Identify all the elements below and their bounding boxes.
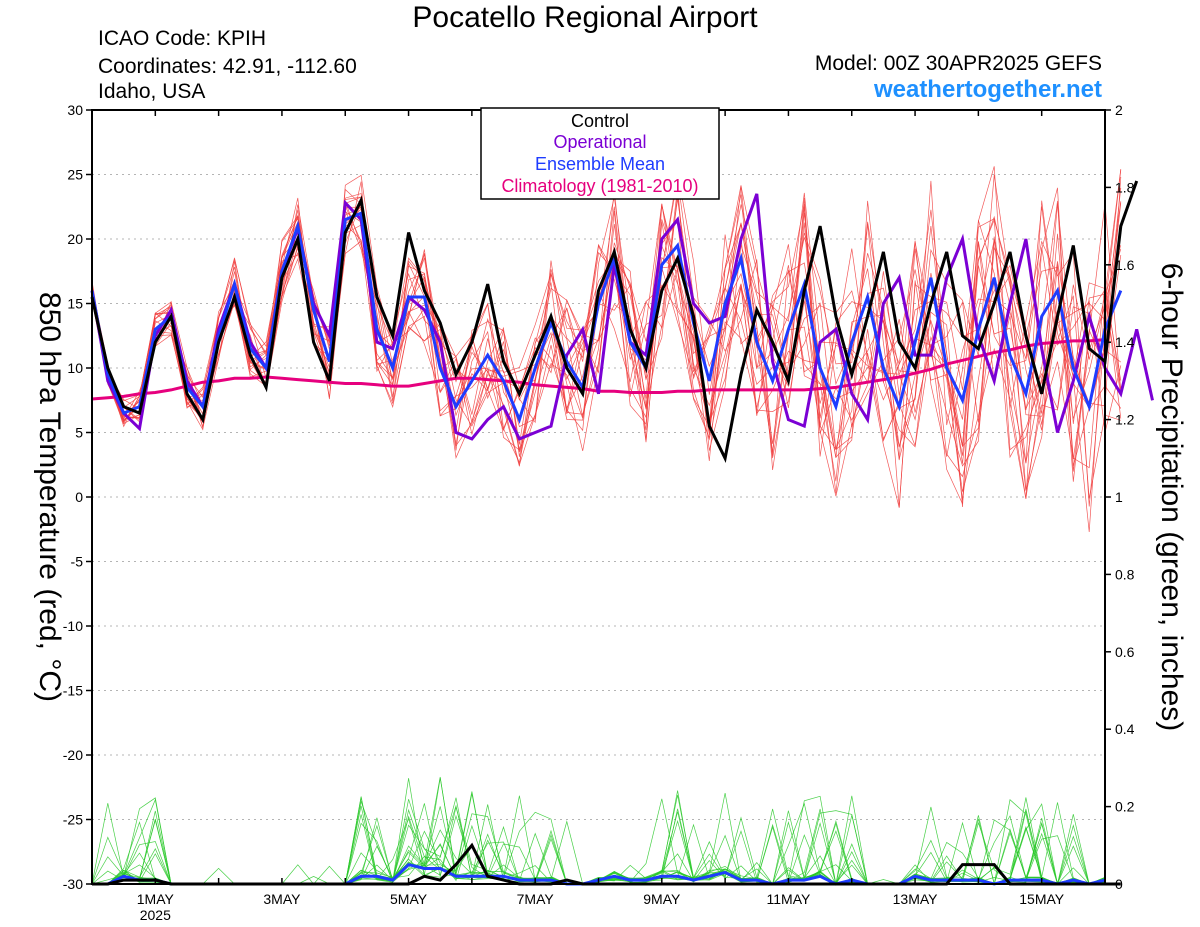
precip-member-line — [91, 795, 1106, 886]
left-tick-label: 20 — [67, 231, 83, 247]
temp-member-lines — [91, 166, 1122, 533]
precip-member-line — [92, 797, 1106, 885]
y-left-label: 850 hPa Temperature (red, °C) — [33, 292, 66, 702]
x-tick-label: 3MAY — [263, 891, 301, 907]
x-tick-label: 15MAY — [1019, 891, 1065, 907]
right-axis: 2 1.8 1.6 1.4 1.2 1 0.8 0.6 0.4 0.2 0 — [1105, 102, 1135, 892]
precip-member-line — [91, 795, 1106, 886]
grid-lines — [92, 174, 1105, 820]
right-tick-label: 0.8 — [1115, 566, 1135, 582]
precip-member-line — [92, 777, 1106, 885]
precip-member-line — [92, 776, 1106, 885]
ensemble-mean-line — [90, 211, 1123, 425]
precip-member-line — [92, 790, 1106, 885]
left-tick-label: -10 — [63, 618, 83, 634]
chart-title: Pocatello Regional Airport — [412, 1, 758, 34]
legend-ensemble-mean: Ensemble Mean — [535, 154, 665, 174]
x-tick-label: 5MAY — [390, 891, 428, 907]
right-tick-label: 0 — [1115, 876, 1123, 892]
legend-control: Control — [571, 111, 629, 131]
temp-member-line — [91, 180, 1122, 491]
precip-member-line — [91, 791, 1106, 885]
left-axis: 30 25 20 15 10 5 0 -5 -10 -15 -20 -25 -30 — [63, 102, 92, 892]
right-tick-label: 0.6 — [1115, 644, 1135, 660]
temp-member-line — [91, 185, 1122, 508]
left-tick-label: -15 — [63, 683, 83, 699]
legend-operational: Operational — [553, 132, 646, 152]
precip-member-lines — [91, 776, 1106, 886]
temp-member-line — [91, 176, 1122, 499]
left-tick-label: 0 — [75, 489, 83, 505]
region: Idaho, USA — [98, 80, 206, 103]
precip-member-line — [92, 793, 1106, 885]
legend-box — [480, 107, 720, 200]
precip-member-line — [92, 778, 1106, 885]
icao-code: ICAO Code: KPIH — [98, 27, 267, 50]
x-tick-label: 9MAY — [643, 891, 681, 907]
x-tick-sublabel: 2025 — [140, 907, 171, 923]
control-line — [90, 180, 1139, 464]
y-right-label: 6-hour Precipitation (green, inches) — [1155, 263, 1188, 732]
left-tick-label: 30 — [67, 102, 83, 118]
left-tick-label: 15 — [67, 296, 83, 312]
right-tick-label: 1.6 — [1115, 257, 1135, 273]
x-tick-label: 7MAY — [517, 891, 555, 907]
right-tick-label: 1.4 — [1115, 334, 1135, 350]
right-tick-label: 2 — [1115, 102, 1123, 118]
right-tick-label: 1.8 — [1115, 179, 1135, 195]
precip-member-line — [92, 796, 1106, 885]
model-run: Model: 00Z 30APR2025 GEFS — [814, 52, 1102, 75]
legend-climatology: Climatology (1981-2010) — [501, 176, 698, 196]
precip-member-line — [91, 799, 1106, 885]
right-tick-label: 0.2 — [1115, 799, 1135, 815]
left-tick-label: -25 — [63, 812, 83, 828]
left-tick-label: 25 — [67, 167, 83, 183]
site-name[interactable]: weathertogether.net — [873, 76, 1102, 103]
left-tick-label: 5 — [75, 425, 83, 441]
x-tick-label: 1MAY — [137, 891, 175, 907]
precip-member-line — [92, 793, 1106, 885]
precip-member-line — [92, 799, 1106, 885]
left-tick-label: -20 — [63, 747, 83, 763]
x-tick-label: 13MAY — [893, 891, 939, 907]
temp-member-line — [91, 178, 1122, 508]
precip-member-line — [92, 797, 1106, 885]
precip-member-line — [92, 804, 1106, 885]
right-tick-label: 1 — [1115, 489, 1123, 505]
legend: Control Operational Ensemble Mean Climat… — [480, 107, 720, 200]
right-tick-label: 0.4 — [1115, 721, 1135, 737]
left-tick-label: -5 — [71, 554, 84, 570]
x-tick-label: 11MAY — [767, 891, 811, 907]
coordinates: Coordinates: 42.91, -112.60 — [98, 55, 357, 78]
left-tick-label: -30 — [63, 876, 83, 892]
precip-member-line — [91, 800, 1106, 885]
left-tick-label: 10 — [67, 360, 83, 376]
right-tick-label: 1.2 — [1115, 412, 1135, 428]
